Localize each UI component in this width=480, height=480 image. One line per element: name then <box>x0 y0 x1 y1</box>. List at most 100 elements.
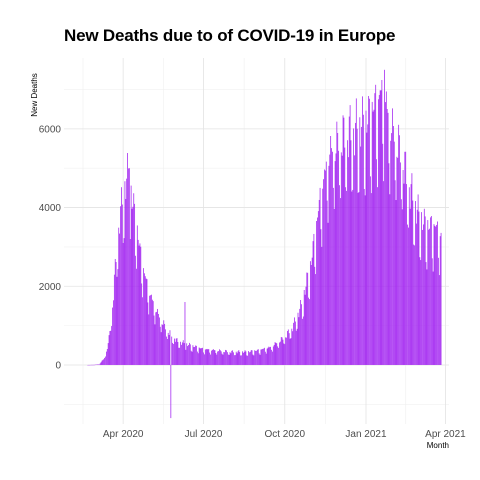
bar <box>174 338 175 365</box>
bar <box>131 208 133 365</box>
bar <box>249 352 250 365</box>
bar <box>177 341 179 365</box>
bar <box>291 328 293 365</box>
y-tick-label: 4000 <box>39 203 62 214</box>
bar <box>332 187 334 365</box>
bar <box>207 349 209 365</box>
bar <box>117 269 119 365</box>
bar <box>120 206 121 365</box>
bar <box>229 352 231 365</box>
bar <box>155 312 157 365</box>
bar <box>330 136 332 365</box>
bar <box>428 229 430 365</box>
bar <box>312 241 314 365</box>
bar <box>211 350 213 365</box>
bar <box>116 276 118 365</box>
bar <box>189 342 190 365</box>
bar <box>348 116 350 365</box>
bar <box>238 350 240 365</box>
bar <box>243 351 245 365</box>
bar <box>355 122 356 365</box>
bar <box>430 217 431 365</box>
bar <box>318 199 320 365</box>
bar <box>303 289 305 365</box>
bar <box>128 168 130 365</box>
bar <box>168 334 170 365</box>
bar <box>266 348 268 365</box>
bar <box>309 299 310 365</box>
bar <box>296 328 298 365</box>
bar <box>112 307 113 365</box>
bar <box>216 354 218 365</box>
bar <box>127 153 128 365</box>
bar <box>151 299 153 365</box>
bar <box>212 349 214 365</box>
bar <box>363 189 365 365</box>
bar <box>418 211 420 365</box>
bar <box>302 318 303 365</box>
bar <box>221 353 223 365</box>
bar <box>316 221 317 365</box>
bar <box>282 339 284 365</box>
bar <box>196 351 198 365</box>
x-tick-label: Jul 2020 <box>185 429 223 440</box>
bar <box>414 245 415 365</box>
bar <box>328 165 330 365</box>
y-tick-label: 6000 <box>39 124 62 135</box>
bar <box>427 220 429 365</box>
bar <box>377 187 378 365</box>
bar <box>347 157 349 365</box>
bar <box>322 188 324 365</box>
bar <box>431 258 433 365</box>
bar <box>389 194 391 365</box>
bar <box>174 341 176 365</box>
bar <box>189 344 191 365</box>
bar <box>165 329 166 365</box>
bar <box>426 269 428 365</box>
bar <box>244 350 246 365</box>
bar <box>191 351 193 365</box>
bar <box>339 185 340 365</box>
bar <box>199 348 201 365</box>
bar <box>353 128 355 365</box>
bar <box>160 332 162 365</box>
bar <box>369 98 370 365</box>
bar <box>347 140 348 365</box>
bar <box>288 333 290 365</box>
bar <box>232 350 234 365</box>
bar <box>380 90 382 365</box>
bar <box>421 212 423 365</box>
bar <box>130 185 132 365</box>
bar <box>166 338 168 365</box>
bar <box>405 151 407 365</box>
bar <box>281 337 283 365</box>
bar <box>286 337 287 365</box>
bar <box>169 330 171 365</box>
bar <box>156 311 158 365</box>
bar <box>275 342 277 365</box>
bar <box>337 132 339 365</box>
bar <box>246 355 248 365</box>
bar <box>384 69 385 365</box>
bar <box>134 203 136 365</box>
bar <box>198 347 200 365</box>
bar <box>167 332 169 365</box>
bar <box>132 206 134 365</box>
bar <box>407 224 408 365</box>
bar <box>395 200 397 365</box>
bar <box>379 90 381 365</box>
bar <box>423 224 424 365</box>
bar <box>264 351 266 365</box>
bar <box>215 353 217 365</box>
bar <box>101 360 103 365</box>
bar <box>408 227 409 365</box>
bar <box>301 304 302 365</box>
bar <box>122 242 124 365</box>
bar <box>183 343 185 365</box>
bar <box>385 102 386 365</box>
bar <box>164 323 166 365</box>
bar <box>317 211 319 365</box>
bar <box>239 351 241 365</box>
bar <box>123 238 125 365</box>
